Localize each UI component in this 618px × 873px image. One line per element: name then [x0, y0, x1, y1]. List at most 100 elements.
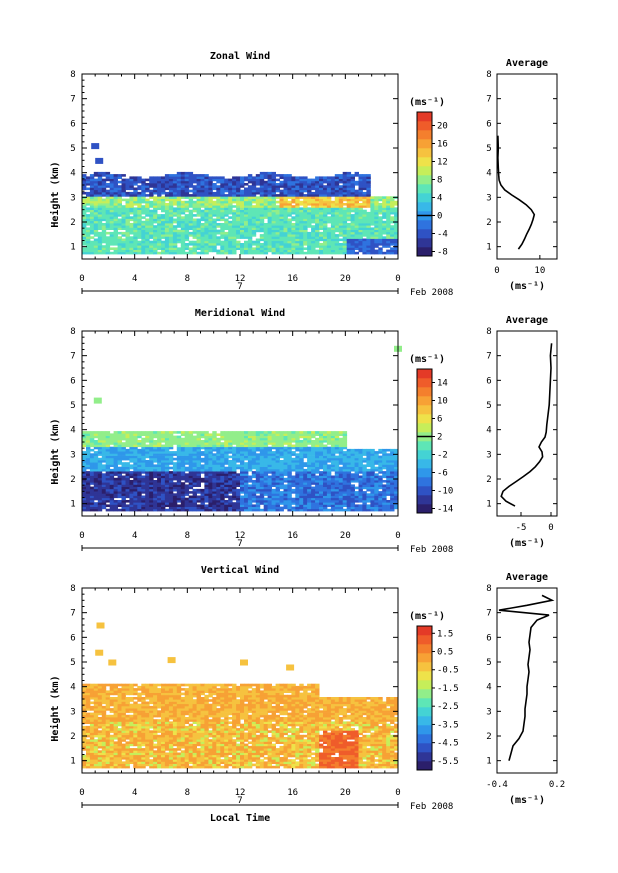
heatmap-cell [192, 218, 197, 222]
heatmap-cell [157, 473, 162, 476]
heatmap-cell [196, 174, 201, 177]
y-tick-label: 1 [70, 243, 75, 253]
heatmap-cell [307, 504, 312, 507]
heatmap-cell [275, 245, 280, 248]
heatmap-cell [93, 484, 99, 487]
heatmap-cell [291, 205, 296, 208]
heatmap-cell [141, 468, 146, 472]
heatmap-cell [157, 453, 162, 456]
heatmap-cell [224, 214, 229, 217]
heatmap-cell [125, 211, 130, 215]
heatmap-cell [224, 205, 229, 208]
heatmap-cell [180, 437, 186, 441]
heatmap-cell [153, 473, 158, 476]
heatmap-cell [204, 451, 209, 454]
heatmap-cell [220, 473, 225, 476]
heatmap-cell [212, 249, 217, 253]
heatmap-cell [334, 466, 340, 470]
heatmap-cell [113, 500, 118, 503]
heatmap-cell [216, 185, 221, 188]
heatmap-cell [299, 209, 304, 213]
heatmap-cell [323, 493, 328, 496]
heatmap-cell [188, 225, 194, 228]
heatmap-cell [263, 440, 269, 443]
heatmap-cell [259, 227, 265, 230]
heatmap-cell [97, 243, 103, 246]
heatmap-cell [228, 471, 233, 474]
heatmap-cell [161, 185, 166, 188]
heatmap-cell [224, 209, 229, 213]
heatmap-cell [267, 460, 272, 463]
heatmap-cell [283, 493, 288, 496]
heatmap-cell [303, 444, 308, 448]
heatmap-cell [204, 185, 209, 188]
heatmap-cell [133, 249, 138, 253]
heatmap-cell [212, 455, 217, 459]
heatmap-cell [86, 176, 91, 179]
heatmap-cell [275, 444, 280, 448]
heatmap-cell [232, 457, 237, 461]
heatmap-cell [204, 238, 209, 242]
heatmap-cell [192, 466, 197, 470]
heatmap-cell [164, 194, 170, 197]
heatmap-cell [366, 234, 371, 237]
heatmap-cell [251, 207, 257, 210]
heatmap-cell [141, 466, 146, 470]
heatmap-cell [220, 183, 225, 186]
heatmap-cell [204, 504, 209, 507]
heatmap-cell [271, 249, 276, 253]
heatmap-cell [93, 174, 99, 177]
heatmap-cell [240, 473, 245, 476]
heatmap-cell [311, 477, 316, 481]
heatmap-cell [117, 174, 122, 177]
colorbar-tick-label: 12 [437, 158, 448, 168]
heatmap-cell [251, 189, 257, 193]
heatmap-cell [184, 437, 190, 441]
heatmap-cell [157, 497, 162, 501]
heatmap-cell [323, 234, 328, 237]
heatmap-cell [319, 502, 324, 505]
heatmap-cell [180, 431, 186, 434]
heatmap-cell [117, 196, 122, 199]
heatmap-cell [346, 205, 352, 208]
heatmap-cell [240, 477, 245, 481]
profile-title: Average [506, 58, 548, 69]
heatmap-cell [149, 236, 154, 239]
heatmap-cell [326, 437, 332, 441]
heatmap-cell [307, 234, 312, 237]
heatmap-cell [315, 220, 320, 224]
heatmap-cell [212, 209, 217, 213]
heatmap-cell [394, 229, 399, 233]
heatmap-cell [334, 234, 340, 237]
heatmap-cell [295, 473, 300, 476]
heatmap-cell [224, 231, 229, 235]
heatmap-cell [362, 205, 367, 208]
heatmap-cell [176, 251, 182, 255]
heatmap-cell [362, 225, 367, 228]
heatmap-cell [172, 231, 178, 235]
heatmap-cell [291, 482, 296, 485]
heatmap-cell [247, 460, 253, 463]
x-tick-label: 4 [132, 274, 137, 284]
heatmap-cell [141, 185, 146, 188]
heatmap-cell [125, 453, 130, 456]
profile-y-tick-label: 7 [486, 95, 491, 105]
heatmap-cell [283, 176, 288, 179]
heatmap-cell [157, 243, 162, 246]
heatmap-cell [220, 488, 225, 492]
heatmap-cell [86, 453, 91, 456]
heatmap-cell [212, 488, 217, 492]
heatmap-cell [161, 493, 166, 496]
heatmap-cell [137, 223, 142, 226]
heatmap-cell [149, 486, 154, 490]
heatmap-cell [299, 506, 304, 510]
heatmap-cell [394, 249, 399, 253]
heatmap-cell [192, 491, 197, 494]
heatmap-cell [366, 247, 371, 250]
heatmap-cell [141, 243, 146, 246]
heatmap-cell [319, 431, 324, 434]
heatmap-cell [236, 185, 241, 188]
heatmap-cell [342, 502, 348, 505]
heatmap-cell [168, 491, 174, 494]
heatmap-cell [394, 240, 399, 244]
